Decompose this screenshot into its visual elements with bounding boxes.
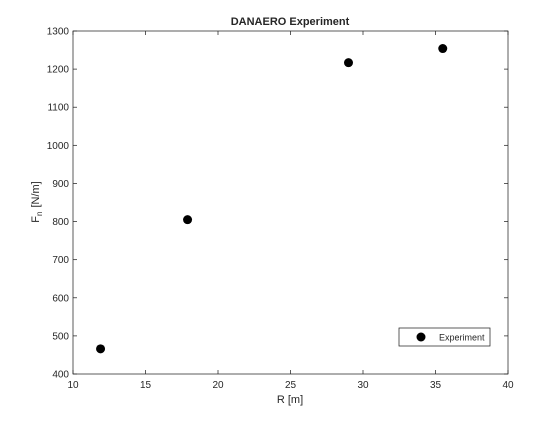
y-tick-label: 1100 [47, 103, 69, 114]
y-tick-label: 1200 [47, 65, 70, 76]
y-axis-title: Fn [N/m] [30, 181, 44, 222]
data-point [96, 344, 106, 354]
x-tick-label: 35 [430, 380, 442, 391]
x-tick-label: 15 [140, 380, 152, 391]
data-point [438, 44, 448, 54]
y-axis-title-main: F [30, 216, 42, 223]
x-axis: 10 15 20 25 30 35 40 [67, 31, 514, 391]
x-tick-label: 20 [212, 380, 224, 391]
y-tick-label: 700 [52, 255, 69, 266]
x-tick-label: 10 [67, 380, 79, 391]
chart-title: DANAERO Experiment [231, 16, 350, 28]
y-tick-label: 1000 [47, 141, 70, 152]
data-points [96, 44, 448, 354]
x-tick-label: 30 [357, 380, 369, 391]
y-tick-label: 900 [52, 179, 69, 190]
y-tick-label: 1300 [47, 27, 70, 38]
data-point [183, 215, 193, 225]
legend-marker [416, 332, 426, 342]
plot-area [72, 30, 509, 375]
legend-label: Experiment [439, 333, 485, 343]
y-axis: 400 500 600 700 800 900 1000 1100 1200 1300 [47, 27, 508, 381]
data-point [344, 58, 353, 68]
y-axis-title-units: [N/m] [30, 181, 42, 207]
x-tick-label: 40 [502, 380, 514, 391]
legend-box [398, 327, 491, 347]
y-tick-label: 500 [52, 331, 69, 342]
y-axis-title-subscript: n [35, 212, 44, 216]
x-axis-title: R [m] [277, 394, 303, 406]
legend: Experiment [398, 327, 491, 347]
y-tick-label: 400 [52, 370, 69, 381]
y-tick-label: 800 [52, 217, 69, 228]
y-tick-label: 600 [52, 293, 69, 304]
x-tick-label: 25 [285, 380, 297, 391]
